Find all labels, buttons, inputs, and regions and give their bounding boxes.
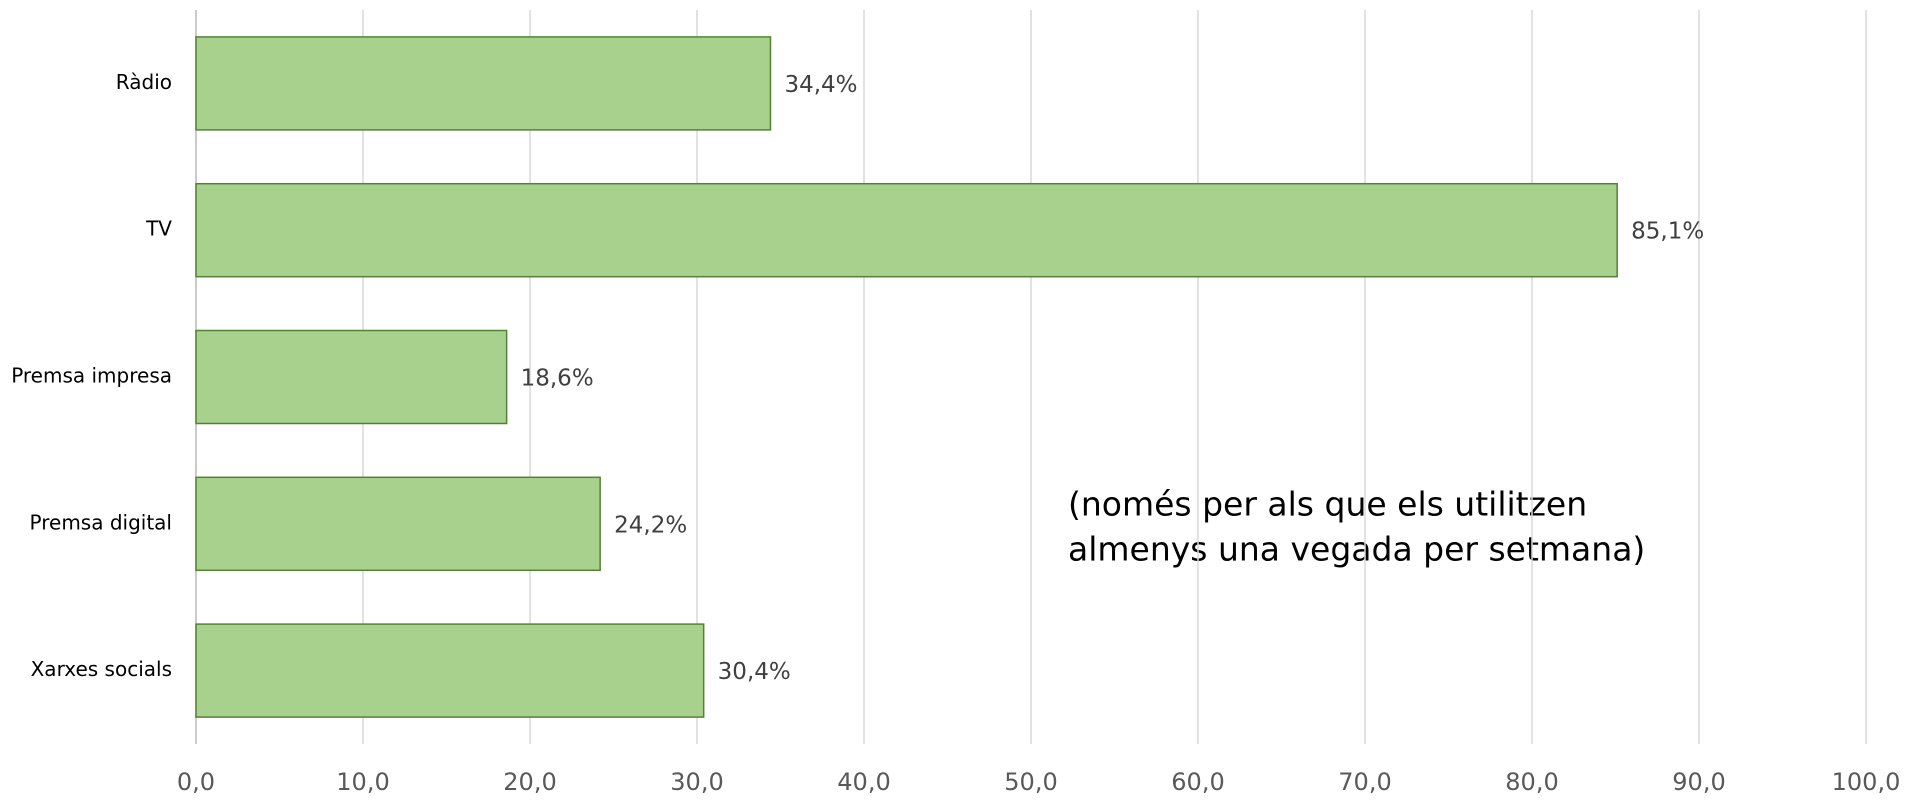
x-tick-label: 50,0 xyxy=(1004,768,1057,796)
value-label: 30,4% xyxy=(718,659,791,685)
x-tick-label: 30,0 xyxy=(670,768,723,796)
x-tick-label: 90,0 xyxy=(1672,768,1725,796)
x-tick-label: 20,0 xyxy=(503,768,556,796)
annotation: (només per als que els utilitzen xyxy=(1068,485,1587,524)
bar xyxy=(195,36,772,131)
x-tick-label: 40,0 xyxy=(837,768,890,796)
value-label: 18,6% xyxy=(521,366,594,392)
bar xyxy=(195,182,1618,278)
x-tick-label: 0,0 xyxy=(177,768,215,796)
bar xyxy=(195,476,601,572)
value-label: 34,4% xyxy=(784,72,857,98)
value-label: 24,2% xyxy=(614,512,687,538)
value-label: 85,1% xyxy=(1631,219,1704,245)
annotation: almenys una vegada per setmana) xyxy=(1068,530,1645,569)
y-tick-label: TV xyxy=(145,217,172,241)
x-tick-label: 80,0 xyxy=(1505,768,1558,796)
x-tick-label: 70,0 xyxy=(1338,768,1391,796)
bar xyxy=(195,623,705,718)
y-tick-label: Ràdio xyxy=(116,70,172,94)
bar xyxy=(195,329,508,425)
x-tick-label: 60,0 xyxy=(1171,768,1224,796)
y-tick-label: Premsa digital xyxy=(30,510,172,534)
x-tick-label: 100,0 xyxy=(1832,768,1901,796)
x-tick-label: 10,0 xyxy=(336,768,389,796)
y-tick-label: Xarxes socials xyxy=(31,657,172,681)
y-tick-label: Premsa impresa xyxy=(11,364,172,388)
